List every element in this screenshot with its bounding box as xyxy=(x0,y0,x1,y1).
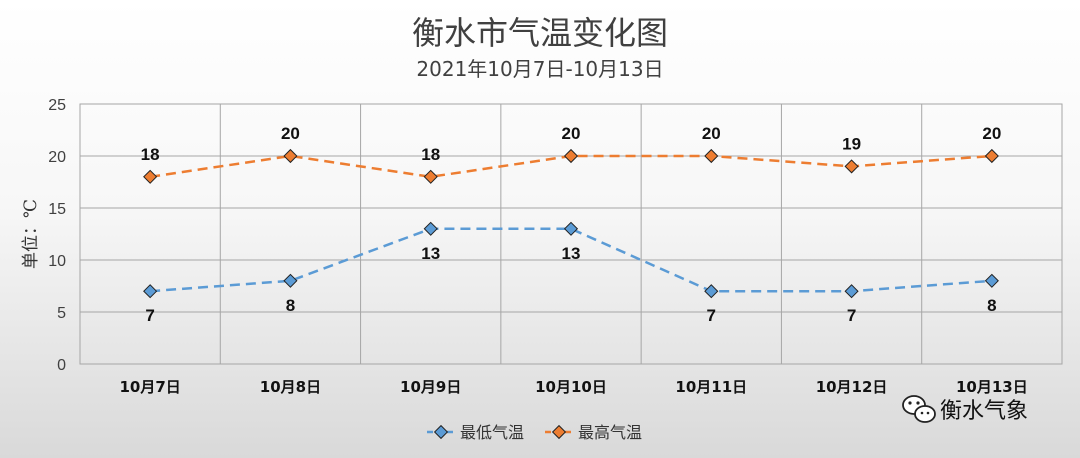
x-tick-label: 10月9日 xyxy=(400,378,461,396)
legend-swatch-marker xyxy=(551,424,567,440)
watermark: 衡水气象 xyxy=(902,395,1028,424)
y-axis-label: 单位：℃ xyxy=(21,199,41,269)
data-label: 8 xyxy=(987,296,996,315)
y-tick-label: 15 xyxy=(48,201,66,218)
chart-title: 衡水市气温变化图 xyxy=(412,14,668,52)
data-point xyxy=(423,169,438,184)
wechat-icon xyxy=(902,395,936,423)
data-point xyxy=(563,148,579,164)
y-tick-label: 5 xyxy=(57,305,66,322)
x-tick-label: 10月12日 xyxy=(816,378,888,396)
watermark-text: 衡水气象 xyxy=(940,399,1028,424)
data-label: 7 xyxy=(145,306,154,325)
legend-swatch-marker xyxy=(433,424,449,440)
x-tick-label: 10月7日 xyxy=(119,378,180,396)
series-1: 7 8 13 13 7 7 8 xyxy=(143,221,999,325)
data-point xyxy=(844,159,859,174)
grid xyxy=(79,103,1063,365)
data-label: 20 xyxy=(281,124,300,143)
data-point xyxy=(704,148,719,164)
chart-subtitle: 2021年10月7日-10月13日 xyxy=(416,57,663,81)
data-point xyxy=(563,221,579,236)
data-point xyxy=(984,273,999,288)
data-point xyxy=(423,221,438,236)
data-point xyxy=(143,169,158,184)
legend-label: 最高气温 xyxy=(578,423,642,442)
data-label: 18 xyxy=(141,145,160,164)
data-label: 19 xyxy=(842,134,861,153)
y-tick-label: 0 xyxy=(57,357,66,374)
data-point xyxy=(283,148,298,164)
data-point xyxy=(143,284,158,299)
data-label: 7 xyxy=(847,306,856,325)
y-axis-ticks: 0 5 10 15 20 25 xyxy=(48,97,66,374)
y-tick-label: 25 xyxy=(48,97,66,114)
series-2: 18 20 18 20 20 19 20 xyxy=(141,124,1001,184)
data-label: 13 xyxy=(562,244,581,263)
x-tick-label: 10月10日 xyxy=(535,378,607,396)
data-label: 20 xyxy=(562,124,581,143)
x-tick-label: 10月13日 xyxy=(956,378,1028,396)
legend-label: 最低气温 xyxy=(460,423,524,442)
data-label: 7 xyxy=(707,306,716,325)
data-point xyxy=(844,284,859,299)
x-tick-label: 10月11日 xyxy=(675,378,747,396)
y-tick-label: 20 xyxy=(48,149,66,166)
data-point xyxy=(704,284,719,299)
data-point xyxy=(984,148,999,164)
y-tick-label: 10 xyxy=(48,253,66,270)
data-label: 20 xyxy=(982,124,1001,143)
data-label: 20 xyxy=(702,124,721,143)
series-group: 7 8 13 13 7 7 8 18 20 18 20 20 19 20 xyxy=(141,124,1002,325)
data-label: 8 xyxy=(286,296,295,315)
x-tick-label: 10月8日 xyxy=(260,378,321,396)
data-label: 13 xyxy=(421,244,440,263)
x-axis-ticks: 10月7日 10月8日 10月9日 10月10日 10月11日 10月12日 10月13日 xyxy=(119,378,1027,396)
legend: 最低气温 最高气温 xyxy=(427,423,642,442)
data-point xyxy=(283,273,298,288)
data-label: 18 xyxy=(421,145,440,164)
